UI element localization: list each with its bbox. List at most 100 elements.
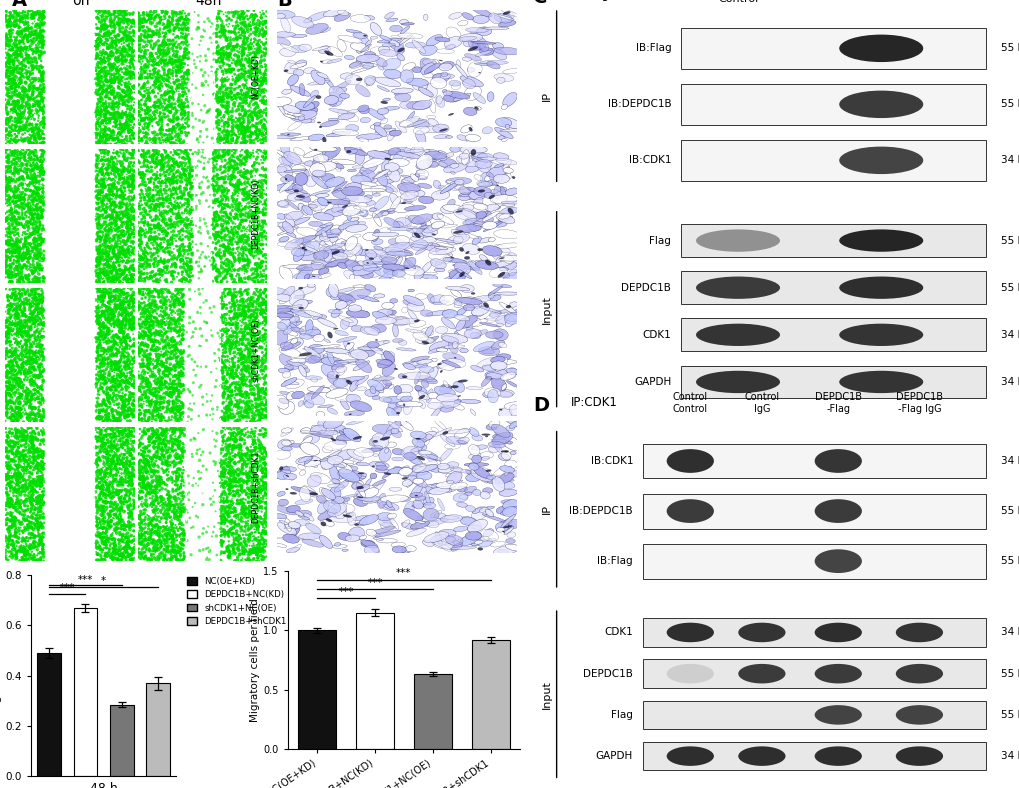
Point [22, 215, 39, 228]
Point [107, 240, 123, 253]
Point [93, 439, 109, 452]
Point [252, 229, 268, 242]
Point [7, 102, 23, 115]
Point [0, 162, 16, 175]
Point [235, 136, 252, 148]
Point [157, 13, 173, 25]
Point [142, 430, 158, 443]
Point [142, 411, 158, 423]
Point [34, 282, 50, 295]
Point [3, 328, 19, 340]
Point [254, 150, 270, 162]
Point [165, 397, 181, 410]
Point [214, 72, 230, 84]
Point [10, 459, 26, 472]
Point [171, 423, 187, 436]
Point [246, 357, 262, 370]
Point [29, 188, 45, 201]
Point [11, 172, 28, 184]
Point [146, 551, 162, 563]
Point [11, 250, 28, 262]
Point [99, 434, 115, 447]
Point [212, 47, 228, 60]
Point [132, 530, 149, 543]
Point [99, 133, 115, 146]
Point [173, 176, 190, 188]
Ellipse shape [412, 169, 422, 180]
Point [215, 432, 231, 444]
Ellipse shape [472, 157, 496, 162]
Point [143, 548, 159, 560]
Point [237, 321, 254, 333]
Point [126, 502, 143, 515]
Point [129, 220, 146, 232]
Ellipse shape [328, 245, 344, 258]
Point [30, 498, 46, 511]
Point [253, 185, 269, 198]
Point [247, 444, 263, 457]
Point [167, 459, 183, 471]
Point [180, 120, 197, 132]
Point [14, 545, 31, 558]
Point [140, 121, 156, 133]
Point [139, 482, 155, 495]
Point [159, 415, 175, 428]
Point [118, 130, 135, 143]
Point [32, 175, 48, 188]
Point [157, 548, 173, 561]
Point [233, 11, 250, 24]
Point [18, 344, 35, 356]
Point [111, 441, 127, 454]
Point [174, 90, 191, 102]
Point [25, 32, 42, 44]
Point [131, 110, 148, 122]
Point [245, 274, 261, 287]
Ellipse shape [458, 315, 477, 329]
Point [138, 206, 154, 218]
Point [180, 38, 197, 50]
Ellipse shape [895, 623, 943, 642]
Point [93, 81, 109, 94]
Point [174, 229, 191, 241]
Point [132, 195, 149, 207]
Text: 34 kDa: 34 kDa [1000, 330, 1019, 340]
Point [166, 199, 182, 212]
Text: 48h: 48h [195, 0, 221, 8]
Point [26, 408, 43, 421]
Point [116, 244, 132, 257]
Point [99, 82, 115, 95]
Point [200, 105, 216, 117]
Point [6, 134, 22, 147]
Point [231, 87, 248, 100]
Point [132, 514, 149, 526]
Point [234, 157, 251, 169]
Point [234, 546, 251, 559]
Point [182, 263, 199, 276]
Point [104, 14, 120, 27]
Point [104, 359, 120, 372]
Point [245, 353, 261, 366]
Ellipse shape [480, 492, 490, 499]
Point [17, 463, 34, 476]
Point [229, 511, 246, 523]
Ellipse shape [440, 61, 453, 69]
Point [212, 459, 228, 471]
Point [144, 409, 160, 422]
Point [93, 20, 109, 33]
Point [118, 235, 135, 247]
Point [22, 543, 39, 556]
Point [256, 133, 272, 146]
Point [98, 299, 114, 312]
Point [89, 273, 105, 286]
Point [9, 367, 25, 380]
Point [123, 291, 140, 303]
Point [174, 112, 191, 125]
Ellipse shape [447, 181, 464, 191]
Point [97, 470, 113, 482]
Point [163, 124, 179, 136]
Point [2, 12, 18, 24]
Point [15, 357, 32, 370]
Ellipse shape [446, 199, 454, 208]
Point [222, 40, 238, 53]
Point [151, 350, 167, 362]
